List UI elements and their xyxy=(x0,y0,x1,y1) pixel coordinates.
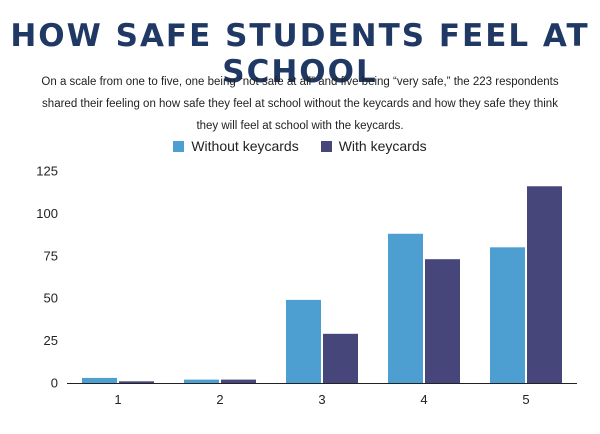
y-tick-label: 125 xyxy=(36,164,58,179)
legend-label-with-keycards: With keycards xyxy=(338,138,427,154)
x-tick-label: 5 xyxy=(522,392,529,407)
legend-swatch-without-keycards xyxy=(173,140,185,152)
x-tick-label: 4 xyxy=(420,392,427,407)
bar-with-keycards xyxy=(425,259,460,383)
bar-with-keycards xyxy=(119,381,154,383)
y-tick-label: 75 xyxy=(44,248,58,263)
x-tick-label: 3 xyxy=(318,392,325,407)
chart-legend: Without keycards With keycards xyxy=(0,138,600,154)
y-tick-label: 100 xyxy=(36,206,58,221)
legend-item-with-keycards: With keycards xyxy=(320,138,427,154)
legend-swatch-with-keycards xyxy=(320,140,332,152)
legend-item-without-keycards: Without keycards xyxy=(173,138,299,154)
bar-with-keycards xyxy=(323,333,358,383)
y-tick-label: 50 xyxy=(44,291,58,306)
y-tick-label: 25 xyxy=(44,333,58,348)
bar-without-keycards xyxy=(82,377,117,383)
chart-subtitle: On a scale from one to five, one being “… xyxy=(41,76,559,132)
chart-title: HOW SAFE STUDENTS FEEL AT SCHOOL xyxy=(10,18,590,90)
bar-without-keycards xyxy=(490,247,525,383)
x-tick-label: 1 xyxy=(114,392,121,407)
bar-without-keycards xyxy=(184,379,219,383)
y-tick-label: 0 xyxy=(51,376,58,391)
legend-label-without-keycards: Without keycards xyxy=(191,138,299,154)
x-tick-label: 2 xyxy=(216,392,223,407)
bar-with-keycards xyxy=(221,379,256,383)
bar-without-keycards xyxy=(388,233,423,383)
bar-with-keycards xyxy=(527,186,562,383)
bar-without-keycards xyxy=(286,299,321,383)
